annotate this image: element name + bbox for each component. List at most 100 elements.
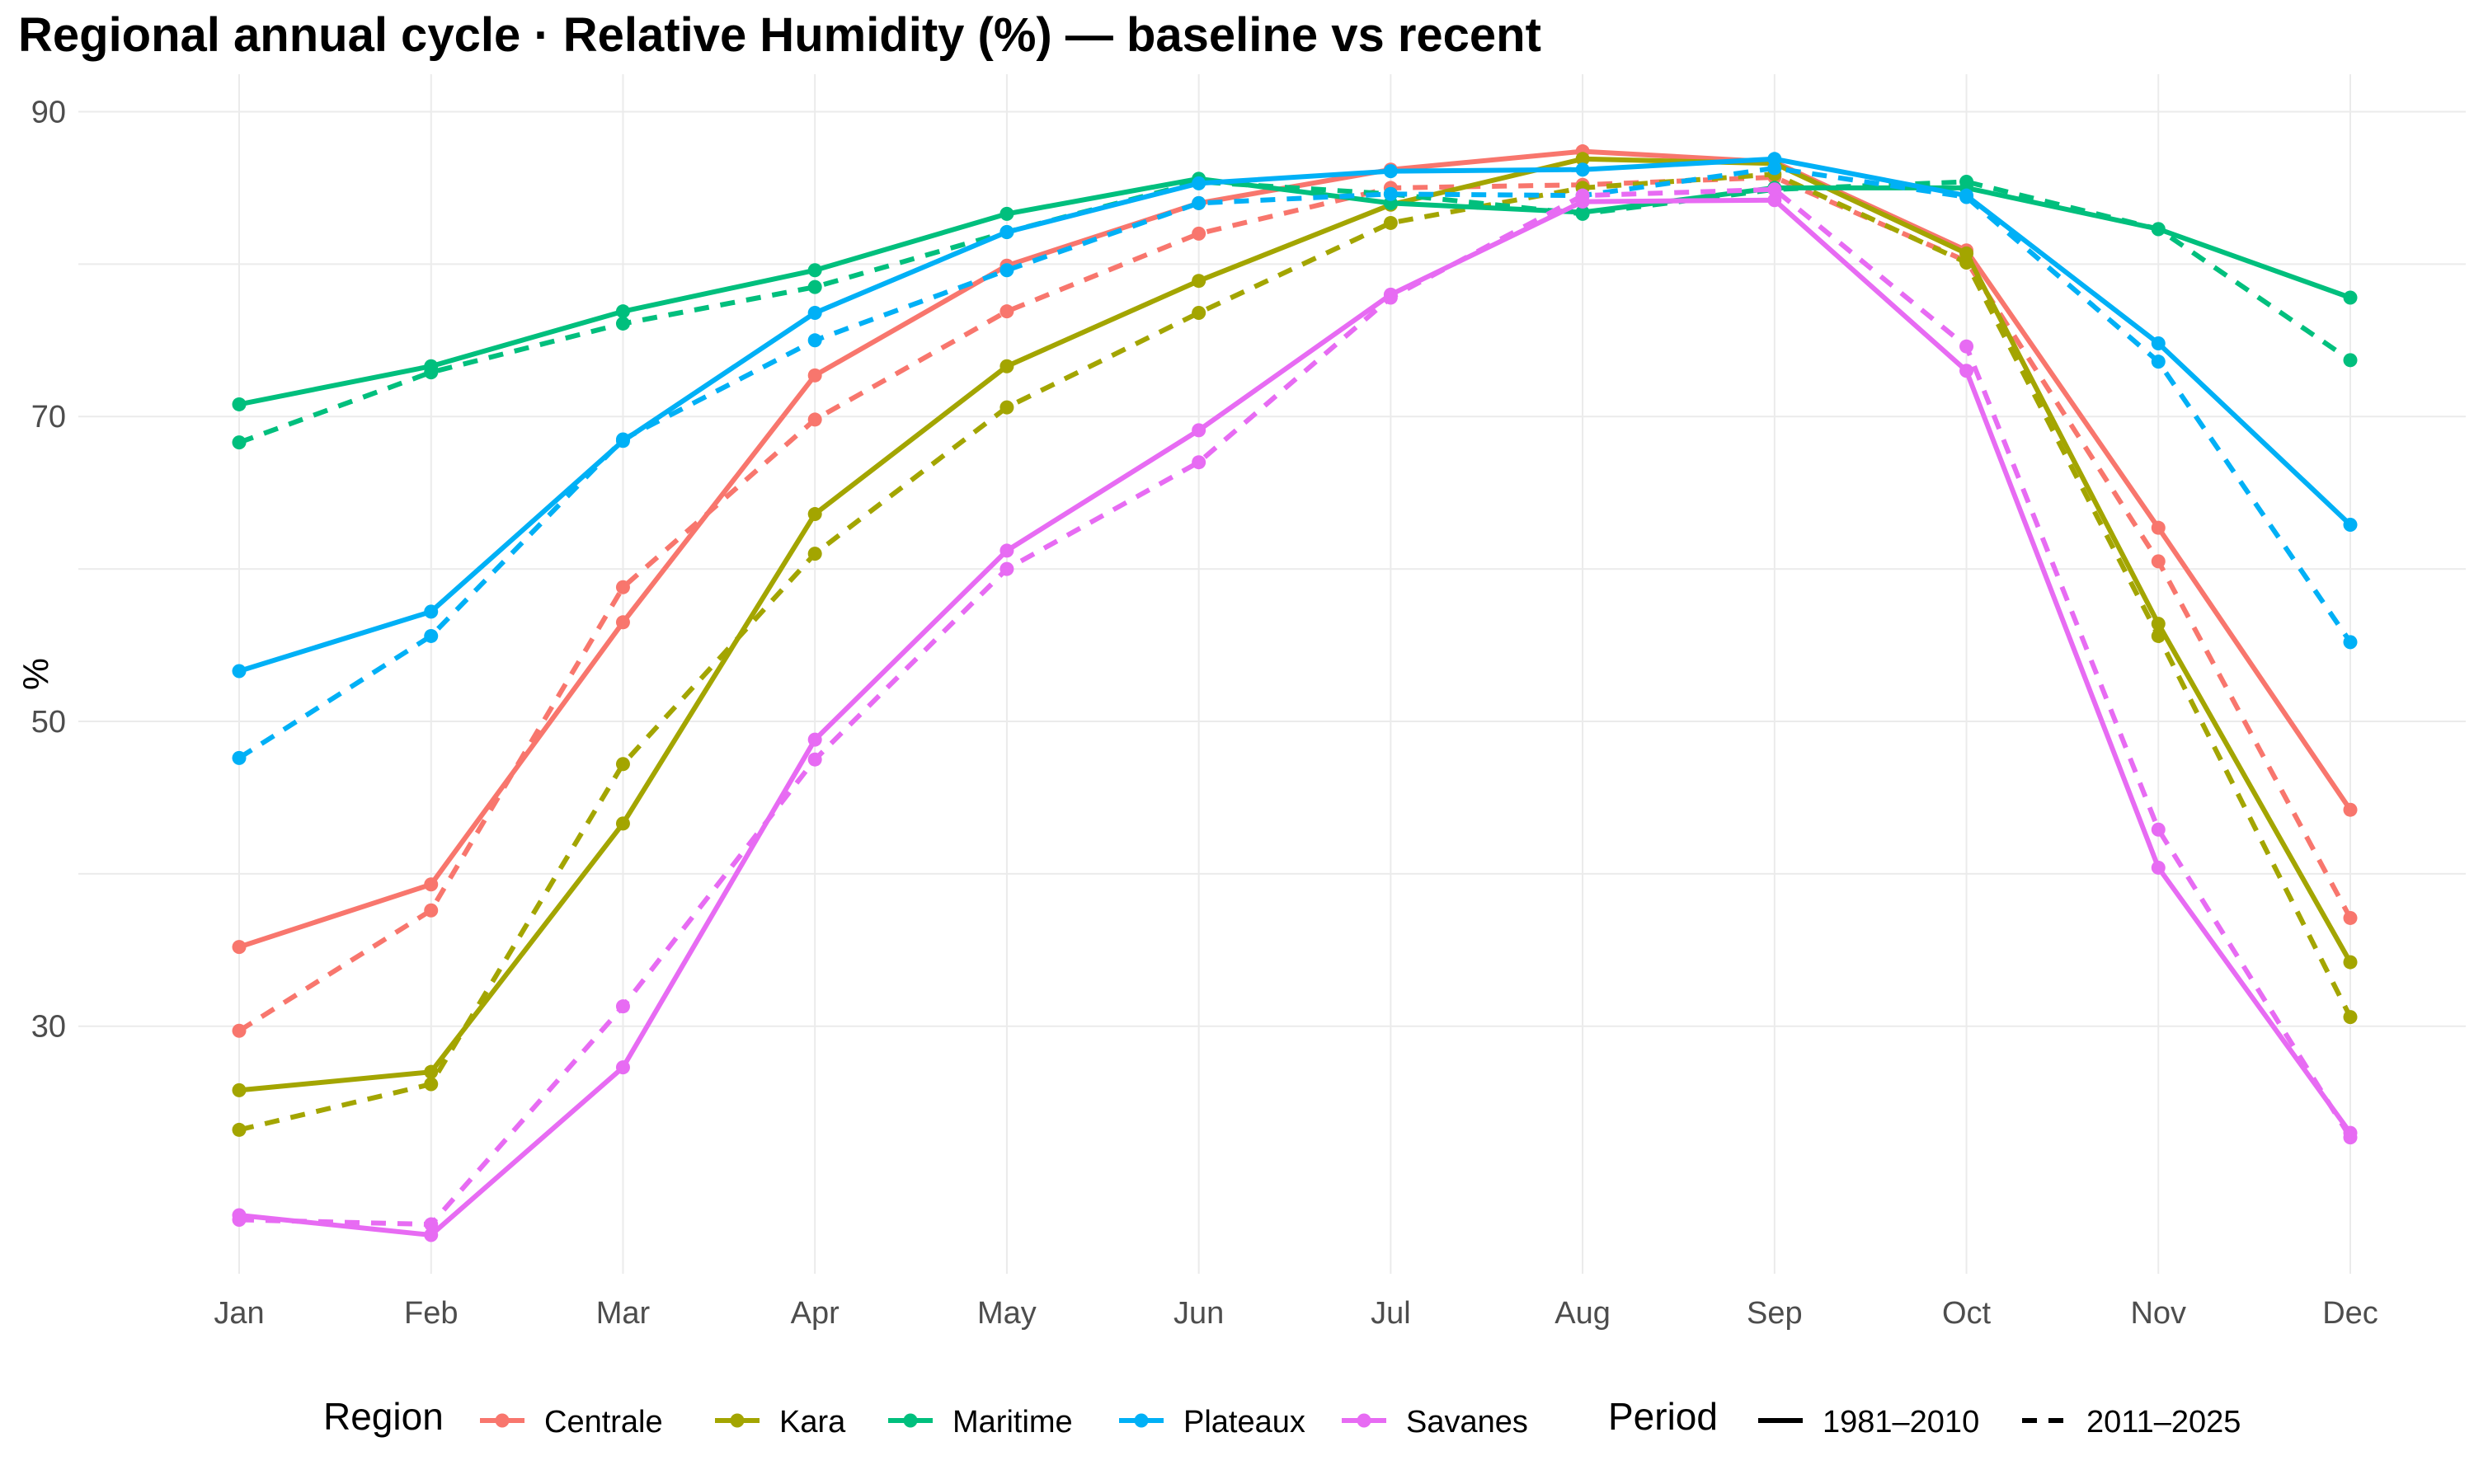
- data-point: [615, 816, 630, 831]
- data-point: [615, 304, 630, 319]
- series-line: [238, 176, 2352, 407]
- data-point: [232, 1023, 247, 1038]
- data-point: [2343, 910, 2358, 925]
- series-line: [238, 156, 2353, 1093]
- data-point: [424, 1064, 439, 1079]
- data-point: [807, 412, 822, 427]
- series-line: [238, 197, 2353, 1237]
- series-plateaux-recent: [232, 161, 2358, 765]
- legend-item-maritime: Maritime: [888, 1405, 1073, 1439]
- series-kara-baseline: [232, 152, 2358, 1097]
- data-point: [1767, 193, 1782, 208]
- data-point: [1192, 195, 1206, 210]
- data-point: [1192, 423, 1206, 438]
- data-point: [1192, 176, 1206, 190]
- data-point: [1192, 274, 1206, 289]
- data-point: [424, 628, 439, 643]
- data-point: [2343, 1130, 2358, 1145]
- data-point: [807, 263, 822, 278]
- data-point: [2151, 520, 2166, 535]
- legend-item-kara: Kara: [715, 1405, 846, 1439]
- data-point: [807, 752, 822, 767]
- series-line: [238, 179, 2352, 445]
- data-point: [615, 432, 630, 447]
- data-point: [999, 225, 1014, 240]
- data-point: [424, 365, 439, 380]
- x-tick-label: Sep: [1747, 1296, 1803, 1331]
- data-point: [2151, 336, 2166, 350]
- data-point: [2151, 554, 2166, 569]
- data-point: [807, 306, 822, 321]
- data-point: [232, 1082, 247, 1097]
- legend-region-title: Region: [323, 1395, 444, 1438]
- series-line: [238, 171, 2353, 1133]
- x-tick-label: Dec: [2322, 1296, 2378, 1331]
- y-tick-label: 90: [31, 95, 66, 129]
- legend-item-plateaux: Plateaux: [1119, 1405, 1305, 1439]
- x-tick-label: Jul: [1371, 1296, 1411, 1331]
- x-tick-label: Jan: [214, 1296, 264, 1331]
- data-point: [424, 903, 439, 918]
- data-point: [424, 1077, 439, 1092]
- legend: Region Period Centrale Kara Maritime Platea…: [323, 1395, 2241, 1439]
- legend-item-centrale: Centrale: [480, 1405, 663, 1439]
- data-point: [807, 507, 822, 522]
- data-point: [424, 1217, 439, 1232]
- data-point: [615, 757, 630, 772]
- legend-key-point: [730, 1413, 745, 1428]
- x-tick-label: Nov: [2130, 1296, 2186, 1331]
- y-tick-label: 50: [31, 705, 66, 740]
- data-point: [1192, 455, 1206, 470]
- series-line: [238, 186, 2353, 1228]
- legend-label: Kara: [779, 1405, 846, 1439]
- y-tick-label: 70: [31, 400, 66, 434]
- data-point: [1959, 364, 1974, 378]
- data-point: [424, 604, 439, 619]
- legend-label: Centrale: [544, 1405, 663, 1439]
- data-point: [1575, 206, 1590, 221]
- data-point: [1383, 186, 1398, 201]
- data-point: [1959, 175, 1974, 190]
- series-line: [238, 165, 2353, 760]
- legend-key-point: [1134, 1413, 1149, 1428]
- series-savanes-recent: [232, 182, 2358, 1232]
- legend-key-point: [1357, 1413, 1371, 1428]
- data-point: [999, 206, 1014, 221]
- data-point: [232, 664, 247, 679]
- y-axis-ticks: 30 50 70 90: [31, 95, 66, 1044]
- data-point: [232, 940, 247, 955]
- data-point: [615, 615, 630, 630]
- data-point: [2343, 635, 2358, 650]
- data-point: [232, 397, 247, 411]
- series-kara-recent: [232, 167, 2358, 1137]
- data-point: [2151, 222, 2166, 237]
- data-point: [1575, 188, 1590, 203]
- y-tick-label: 30: [31, 1010, 66, 1045]
- data-point: [1192, 306, 1206, 321]
- data-point: [1192, 226, 1206, 241]
- series-line: [238, 175, 2353, 1033]
- series-plateaux-baseline: [232, 152, 2358, 679]
- data-point: [2343, 353, 2358, 368]
- x-tick-label: Apr: [791, 1296, 840, 1331]
- data-point: [1575, 162, 1590, 177]
- data-point: [1767, 161, 1782, 176]
- data-point: [1959, 190, 1974, 204]
- x-tick-label: May: [977, 1296, 1037, 1331]
- data-point: [807, 333, 822, 348]
- data-point: [999, 543, 1014, 558]
- data-point: [1959, 339, 1974, 354]
- data-point: [615, 1060, 630, 1075]
- data-point: [999, 561, 1014, 576]
- x-axis-ticks: Jan Feb Mar Apr May Jun Jul Aug Sep Oct Nov Dec: [214, 1296, 2378, 1331]
- x-tick-label: Jun: [1174, 1296, 1224, 1331]
- x-tick-label: Oct: [1942, 1296, 1992, 1331]
- data-point: [232, 750, 247, 765]
- series-maritime-baseline: [232, 171, 2358, 411]
- legend-label: Maritime: [952, 1405, 1073, 1439]
- chart-title: Regional annual cycle · Relative Humidit…: [18, 8, 1541, 62]
- data-point: [1575, 152, 1590, 167]
- data-point: [807, 732, 822, 747]
